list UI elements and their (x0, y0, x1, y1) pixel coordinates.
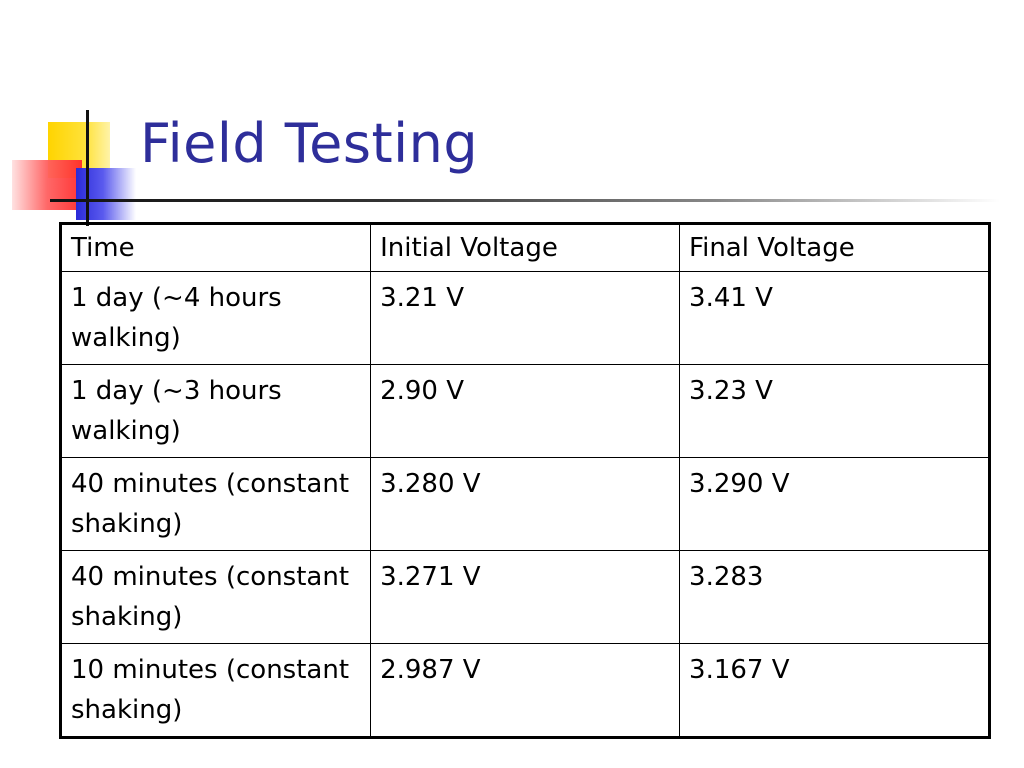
slide-title: Field Testing (140, 112, 479, 175)
cell-time: 40 minutes (constant shaking) (59, 550, 372, 644)
cell-final-voltage: 3.283 (679, 550, 990, 644)
title-decoration (0, 0, 1024, 240)
blue-square-decoration (76, 168, 136, 220)
vertical-rule (86, 110, 89, 226)
table-row: 1 day (~4 hours walking) 3.21 V 3.41 V (59, 271, 990, 365)
table-row: 10 minutes (constant shaking) 2.987 V 3.… (59, 643, 990, 738)
cell-initial-voltage: 3.271 V (370, 550, 681, 644)
cell-final-voltage: 3.41 V (679, 271, 990, 365)
cell-initial-voltage: 2.90 V (370, 364, 681, 458)
table-row: 40 minutes (constant shaking) 3.271 V 3.… (59, 550, 990, 644)
header-initial-voltage: Initial Voltage (370, 223, 681, 272)
cell-final-voltage: 3.290 V (679, 457, 990, 551)
table-row: 40 minutes (constant shaking) 3.280 V 3.… (59, 457, 990, 551)
header-final-voltage: Final Voltage (679, 223, 990, 272)
cell-initial-voltage: 3.280 V (370, 457, 681, 551)
header-time: Time (59, 223, 372, 272)
cell-final-voltage: 3.167 V (679, 643, 990, 738)
cell-time: 1 day (~4 hours walking) (59, 271, 372, 365)
table-row: 1 day (~3 hours walking) 2.90 V 3.23 V (59, 364, 990, 458)
voltage-table: Time Initial Voltage Final Voltage 1 day… (59, 222, 991, 739)
cell-time: 10 minutes (constant shaking) (59, 643, 372, 738)
red-square-decoration (12, 160, 82, 210)
horizontal-rule (50, 199, 1000, 202)
cell-initial-voltage: 3.21 V (370, 271, 681, 365)
cell-initial-voltage: 2.987 V (370, 643, 681, 738)
cell-time: 40 minutes (constant shaking) (59, 457, 372, 551)
cell-final-voltage: 3.23 V (679, 364, 990, 458)
table-header-row: Time Initial Voltage Final Voltage (59, 223, 990, 272)
cell-time: 1 day (~3 hours walking) (59, 364, 372, 458)
